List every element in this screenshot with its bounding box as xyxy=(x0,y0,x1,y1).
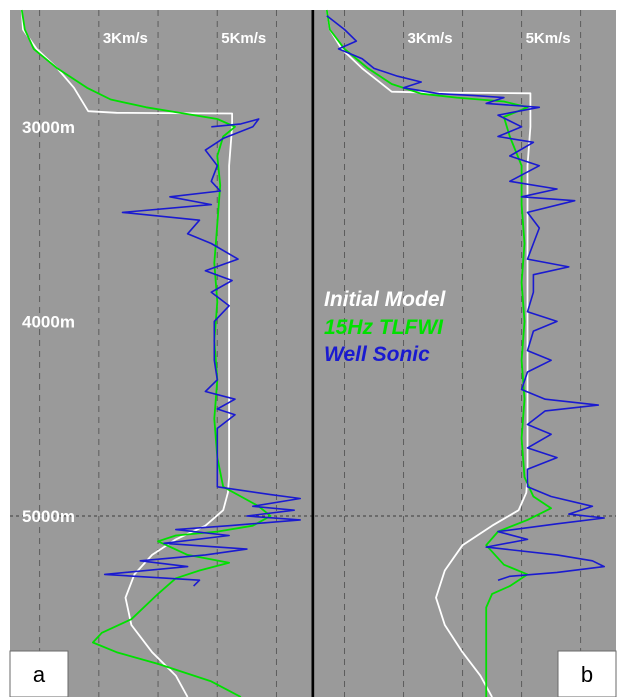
legend: Initial Model 15Hz TLFWI Well Sonic xyxy=(324,288,447,366)
plot-background xyxy=(10,10,312,697)
x-tick-label: 5Km/s xyxy=(526,30,571,47)
x-tick-label: 3Km/s xyxy=(408,30,453,47)
series-line-15hz-tlfwi xyxy=(20,9,272,697)
plot-background xyxy=(315,10,616,697)
y-tick-label: 4000m xyxy=(22,312,75,331)
series-line-initial-model xyxy=(325,9,532,697)
panel-tag-label: a xyxy=(33,662,46,687)
x-tick-label: 3Km/s xyxy=(103,30,148,47)
panel-tag-box xyxy=(557,650,617,697)
panel-tag-box xyxy=(9,650,69,697)
y-tick-label: 3000m xyxy=(22,118,75,137)
legend-well-sonic: Well Sonic xyxy=(324,343,430,366)
panel-b: 3Km/s 5Km/s b xyxy=(315,9,617,697)
panel-a: 3Km/s 5Km/s 3000m 4000m 5000m a xyxy=(9,9,312,697)
series-line-initial-model xyxy=(20,9,233,697)
y-tick-label: 5000m xyxy=(22,507,75,526)
series-line-well-sonic xyxy=(103,118,301,587)
legend-tlfwi: 15Hz TLFWI xyxy=(324,316,444,339)
x-tick-label: 5Km/s xyxy=(221,30,266,47)
legend-initial-model: Initial Model xyxy=(324,288,447,311)
panel-tag-label: b xyxy=(581,662,593,687)
series-line-15hz-tlfwi xyxy=(325,9,552,697)
series-line-well-sonic xyxy=(326,15,605,581)
